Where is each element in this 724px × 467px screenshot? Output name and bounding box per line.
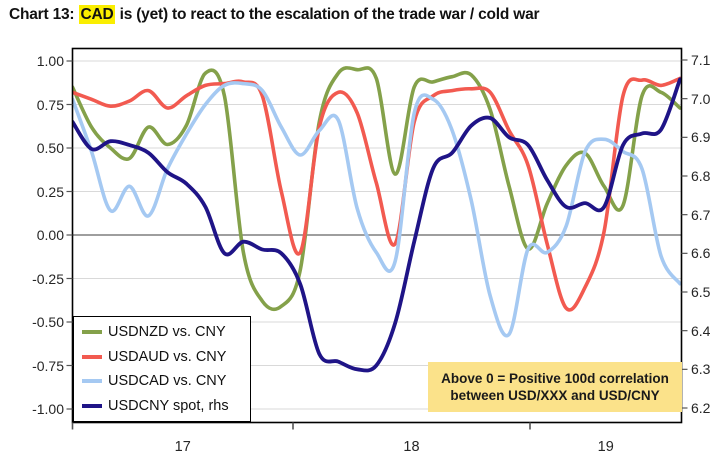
usdcad-line-swatch	[82, 379, 102, 384]
legend-item-usdcad: USDCAD vs. CNY	[82, 373, 250, 389]
legend-box: USDNZD vs. CNY USDAUD vs. CNY USDCAD vs.…	[73, 316, 251, 422]
usdaud-line-swatch	[82, 354, 102, 359]
left-axis-tick-label: 0.25	[36, 183, 64, 200]
legend-label: USDCAD vs. CNY	[108, 373, 227, 390]
left-axis-tick-label: -0.25	[32, 270, 64, 287]
x-axis-tick-label: 19	[597, 439, 614, 455]
series-line-usdnzd	[72, 66, 682, 312]
left-axis-tick-label: 0.50	[36, 140, 64, 156]
chart-title: Chart 13: CAD is (yet) to react to the e…	[9, 5, 540, 24]
legend-label: USDCNY spot, rhs	[108, 397, 229, 414]
x-axis-tick-label: 18	[403, 439, 420, 455]
left-axis-tick-label: 0.00	[36, 227, 64, 243]
legend-item-usdaud: USDAUD vs. CNY	[82, 349, 250, 365]
usdcny-line-swatch	[82, 403, 102, 408]
right-axis-tick-label: 7.0	[691, 90, 711, 107]
series-line-usdcny	[72, 77, 682, 373]
chart-title-highlight: CAD	[78, 5, 116, 24]
right-axis-tick-label: 6.8	[691, 168, 711, 184]
series-line-usdcad	[72, 81, 682, 338]
annotation-line-2: between USD/XXX and USD/CNY	[450, 388, 660, 403]
right-axis-tick-label: 7.1	[691, 52, 711, 68]
right-axis-tick-label: 6.4	[691, 322, 711, 339]
left-axis-tick-label: 1.00	[36, 53, 64, 69]
usdnzd-line-swatch	[82, 330, 102, 335]
right-axis-tick-label: 6.7	[691, 206, 711, 223]
annotation-line-1: Above 0 = Positive 100d correlation	[441, 371, 669, 386]
right-axis-tick-label: 6.3	[691, 361, 711, 378]
x-axis-tick-label: 17	[174, 439, 191, 455]
left-axis-tick-label: 0.75	[36, 96, 64, 113]
series-line-usdaud	[72, 76, 682, 312]
annotation-box: Above 0 = Positive 100d correlation betw…	[428, 362, 682, 412]
chart-title-suffix: is (yet) to react to the escalation of t…	[115, 6, 540, 23]
left-axis-tick-label: -0.75	[32, 357, 64, 374]
legend-item-usdnzd: USDNZD vs. CNY	[82, 324, 250, 340]
right-axis-tick-label: 6.9	[691, 129, 711, 146]
left-axis-tick-label: -1.00	[32, 401, 64, 417]
chart-title-prefix: Chart 13:	[9, 6, 79, 23]
legend-label: USDNZD vs. CNY	[108, 324, 226, 341]
legend-item-usdcny: USDCNY spot, rhs	[82, 398, 250, 414]
right-axis-tick-label: 6.6	[691, 245, 711, 262]
left-axis-tick-label: -0.50	[32, 314, 64, 330]
legend-label: USDAUD vs. CNY	[108, 348, 227, 365]
right-axis-tick-label: 6.5	[691, 284, 711, 300]
right-axis-tick-label: 6.2	[691, 400, 711, 416]
